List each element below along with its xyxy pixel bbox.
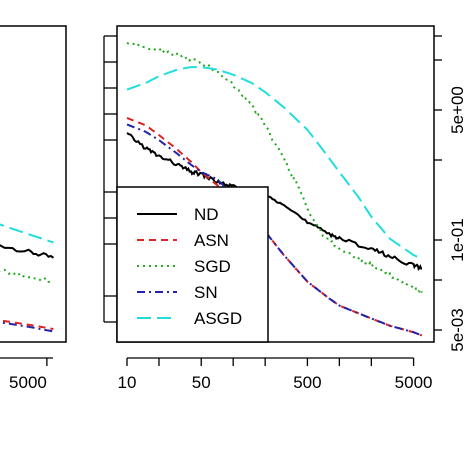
right-x-tick-label: 5000	[395, 373, 433, 392]
right-x-tick-label: 50	[192, 373, 211, 392]
right-x-tick-label: 500	[293, 373, 321, 392]
legend-label-asn: ASN	[194, 231, 229, 250]
legend: ND ASN SGD SN ASGD	[116, 186, 269, 343]
right-y-axis: 5e-03 1e-01 5e+00	[103, 35, 467, 352]
left-x-tick-label: 5000	[9, 373, 47, 392]
series-line-sgd	[0, 268, 54, 284]
right-y-tick-label: 1e-01	[448, 218, 467, 261]
right-x-tick-label: 10	[118, 373, 137, 392]
legend-label-asgd: ASGD	[194, 309, 242, 328]
legend-label-nd: ND	[194, 205, 219, 224]
right-y-tick-label: 5e+00	[448, 86, 467, 134]
left-series-group	[0, 223, 54, 333]
series-line-asn	[0, 319, 54, 330]
right-plot-frame	[116, 25, 435, 343]
legend-label-sn: SN	[194, 283, 218, 302]
series-line-nd	[0, 244, 54, 259]
right-y-tick-label: 5e-03	[448, 308, 467, 351]
legend-label-sgd: SGD	[194, 257, 231, 276]
right-panel: 10 50 500 5000 5e-03 1e-01 5e+00 ND ASN SGD SN AS…	[103, 25, 467, 392]
series-line-asgd	[126, 66, 423, 260]
left-x-axis: 5000	[0, 357, 53, 392]
left-plot-frame	[0, 25, 67, 343]
right-x-axis: 10 50 500 5000	[118, 357, 433, 392]
left-panel: 5000	[0, 25, 67, 392]
series-line-asgd	[0, 223, 54, 244]
legend-box	[116, 186, 269, 343]
